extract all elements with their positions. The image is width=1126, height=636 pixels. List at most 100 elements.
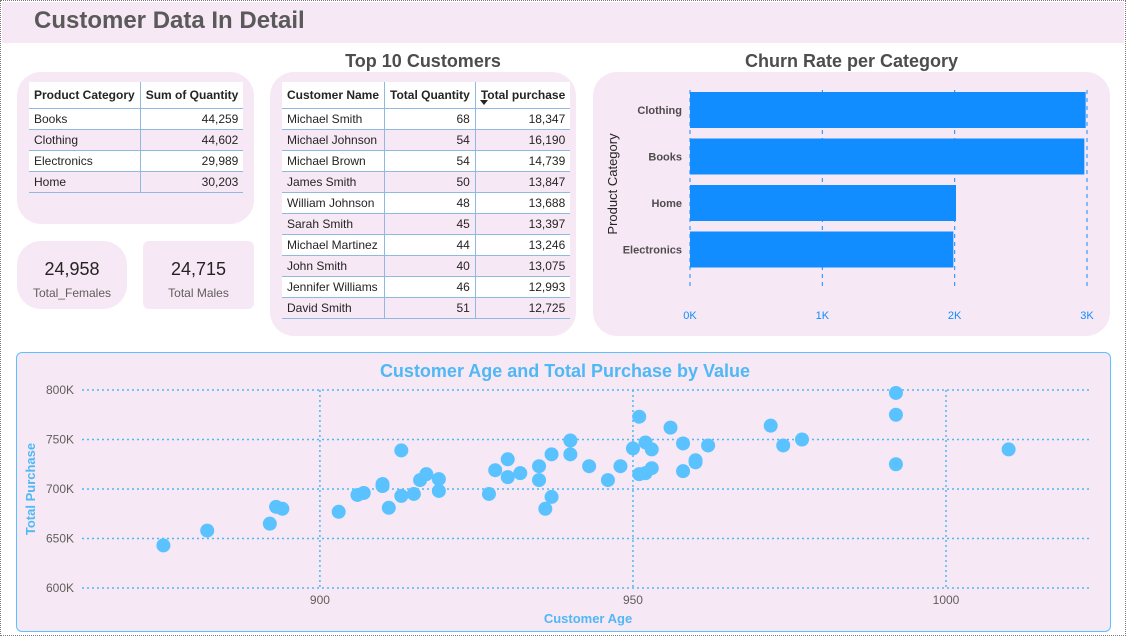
scatter-point[interactable] xyxy=(688,453,703,468)
scatter-point[interactable] xyxy=(888,457,903,472)
scatter-point[interactable] xyxy=(600,473,615,488)
column-header[interactable]: Total Quantity xyxy=(384,82,476,109)
scatter-point[interactable] xyxy=(625,441,640,456)
table-cell: 68 xyxy=(384,108,476,130)
scatter-point[interactable] xyxy=(375,477,390,492)
scatter-point[interactable] xyxy=(544,489,559,504)
page-title: Customer Data In Detail xyxy=(34,7,305,34)
scatter-point[interactable] xyxy=(419,467,434,482)
table-cell: 44 xyxy=(384,234,476,256)
table-row[interactable]: Electronics 29,989 xyxy=(29,150,244,172)
scatter-point[interactable] xyxy=(538,501,553,516)
scatter-point[interactable] xyxy=(795,432,809,447)
scatter-point[interactable] xyxy=(701,438,716,453)
category-table[interactable]: Product Category Sum of Quantity Books 44… xyxy=(29,82,244,193)
scatter-point[interactable] xyxy=(644,442,659,457)
scatter-point[interactable] xyxy=(532,459,547,474)
table-row[interactable]: Michael Johnson 54 16,190 xyxy=(282,129,571,151)
scatter-point[interactable] xyxy=(663,420,678,435)
column-header[interactable]: Customer Name xyxy=(282,82,385,109)
scatter-point[interactable] xyxy=(644,461,659,476)
scatter-point[interactable] xyxy=(582,459,597,474)
scatter-point[interactable] xyxy=(394,443,409,458)
x-tick-label: 950 xyxy=(623,593,643,607)
scatter-point[interactable] xyxy=(406,486,421,501)
scatter-point[interactable] xyxy=(331,504,346,519)
x-tick-label: 1000 xyxy=(933,593,960,607)
scatter-point[interactable] xyxy=(156,538,171,553)
column-header-sorted[interactable]: Total purchase xyxy=(474,82,571,109)
scatter-point[interactable] xyxy=(776,438,791,453)
column-header[interactable]: Sum of Quantity xyxy=(139,82,244,109)
churn-bar-chart[interactable]: 0K 1K 2K 3K Clothing Books Home ElectronicsProd… xyxy=(593,72,1110,336)
table-row[interactable]: James Smith 50 13,847 xyxy=(282,171,571,193)
table-row[interactable]: Michael Martinez 44 13,246 xyxy=(282,234,571,256)
scatter-point[interactable] xyxy=(500,452,515,467)
total-females-label: Total_Females xyxy=(32,286,112,300)
table-row[interactable]: John Smith 40 13,075 xyxy=(282,255,571,277)
scatter-point[interactable] xyxy=(1001,442,1016,457)
bar[interactable] xyxy=(690,185,956,221)
scatter-point[interactable] xyxy=(676,436,691,451)
total-males-card[interactable]: 24,715 Total Males xyxy=(143,241,254,309)
table-cell: Jennifer Williams xyxy=(282,276,385,298)
column-header[interactable]: Product Category xyxy=(29,82,141,109)
scatter-point[interactable] xyxy=(513,466,528,481)
scatter-point[interactable] xyxy=(262,516,277,531)
table-row[interactable]: David Smith 51 12,725 xyxy=(282,297,571,319)
scatter-point[interactable] xyxy=(381,500,396,515)
scatter-point[interactable] xyxy=(200,523,215,538)
x-tick-label: 3K xyxy=(1080,310,1094,322)
scatter-point[interactable] xyxy=(532,473,547,488)
bar[interactable] xyxy=(690,138,1085,175)
scatter-point[interactable] xyxy=(888,385,903,400)
bar[interactable] xyxy=(690,231,954,268)
table-cell: 50 xyxy=(384,171,476,193)
scatter-point[interactable] xyxy=(563,433,578,448)
y-tick-label: 800K xyxy=(46,383,74,397)
scatter-point[interactable] xyxy=(500,470,515,485)
table-cell: 29,989 xyxy=(139,150,244,172)
table-row[interactable]: Clothing 44,602 xyxy=(29,129,244,151)
table-cell: 13,847 xyxy=(474,171,571,193)
scatter-point[interactable] xyxy=(763,418,778,433)
table-row[interactable]: Jennifer Williams 46 12,993 xyxy=(282,276,571,298)
scatter-point[interactable] xyxy=(275,501,290,516)
scatter-point[interactable] xyxy=(488,463,503,478)
total-males-value: 24,715 xyxy=(170,259,227,279)
table-cell: 44,602 xyxy=(139,129,244,151)
table-cell: 12,725 xyxy=(474,297,571,319)
scatter-point[interactable] xyxy=(431,483,446,498)
table-row[interactable]: Books 44,259 xyxy=(29,108,244,130)
sort-descending-icon xyxy=(479,99,488,105)
scatter-point[interactable] xyxy=(431,472,446,487)
scatter-point[interactable] xyxy=(888,407,903,422)
scatter-point[interactable] xyxy=(563,447,578,462)
scatter-point[interactable] xyxy=(544,447,559,462)
y-tick-label: Books xyxy=(648,152,682,164)
table-cell: 54 xyxy=(384,129,476,151)
age-purchase-scatter-chart[interactable]: Customer Age and Total Purchase by Value… xyxy=(17,353,1110,631)
bar[interactable] xyxy=(690,92,1086,128)
table-cell: 44,259 xyxy=(139,108,244,130)
table-cell: 30,203 xyxy=(139,171,244,193)
table-row[interactable]: Sarah Smith 45 13,397 xyxy=(282,213,571,235)
title-bar: Customer Data In Detail xyxy=(2,2,1124,43)
table-row[interactable]: William Johnson 48 13,688 xyxy=(282,192,571,214)
x-tick-label: 900 xyxy=(310,593,330,607)
scatter-point[interactable] xyxy=(394,488,409,503)
scatter-point[interactable] xyxy=(676,464,691,479)
scatter-point[interactable] xyxy=(632,409,647,424)
scatter-point[interactable] xyxy=(481,486,496,501)
table-row[interactable]: Michael Brown 54 14,739 xyxy=(282,150,571,172)
table-row[interactable]: Home 30,203 xyxy=(29,171,244,193)
scatter-chart-panel: Customer Age and Total Purchase by Value… xyxy=(16,352,1111,632)
table-cell: Clothing xyxy=(29,129,141,151)
scatter-point[interactable] xyxy=(613,459,628,474)
table-cell: Michael Martinez xyxy=(282,234,385,256)
scatter-point[interactable] xyxy=(356,485,371,500)
top-customers-table[interactable]: Customer Name Total Quantity Total purch… xyxy=(282,82,571,319)
table-row[interactable]: Michael Smith 68 18,347 xyxy=(282,108,571,130)
total-females-card[interactable]: 24,958 Total_Females xyxy=(17,241,127,309)
table-cell: 14,739 xyxy=(474,150,571,172)
